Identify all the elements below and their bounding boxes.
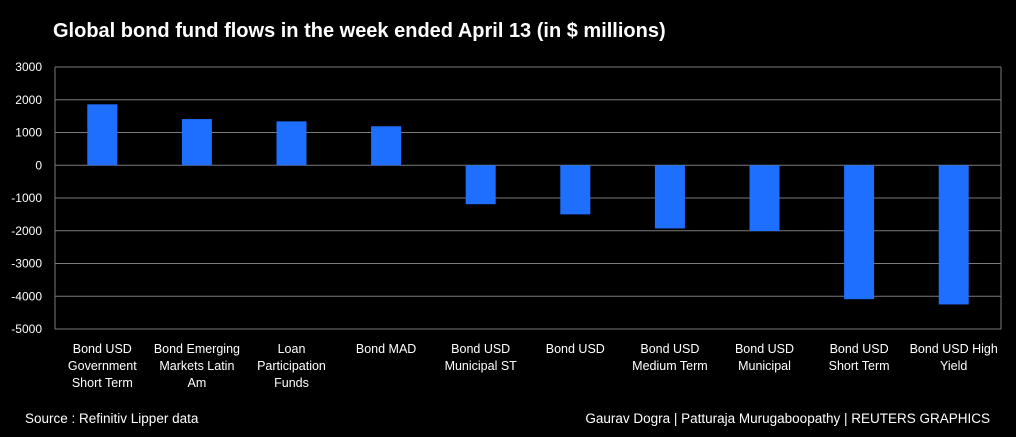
x-category-label: Bond MAD — [356, 342, 416, 356]
x-category-label-line: Short Term — [829, 359, 890, 373]
x-category-label-line: Participation — [257, 359, 326, 373]
bar — [749, 165, 780, 232]
x-category-label: Bond USD Government Short Term — [68, 342, 137, 390]
y-tick-label: 1000 — [15, 126, 42, 140]
bar — [87, 104, 118, 166]
bar — [465, 165, 496, 205]
x-category-label-line: Short Term — [72, 376, 133, 390]
x-category-label-line: Municipal ST — [445, 359, 518, 373]
bar — [560, 165, 591, 215]
y-tick-label: 2000 — [15, 93, 42, 107]
bar — [371, 126, 402, 166]
y-tick-label: -3000 — [11, 257, 42, 271]
x-category-label-line: Bond USD — [73, 342, 132, 356]
x-category-label-line: Yield — [940, 359, 967, 373]
x-category-label-line: Bond USD — [640, 342, 699, 356]
y-tick-label: -2000 — [11, 224, 42, 238]
x-category-label-line: Government — [68, 359, 137, 373]
credit-line: Gaurav Dogra | Patturaja Murugaboopathy … — [585, 411, 990, 426]
x-category-label-line: Municipal — [738, 359, 791, 373]
bars — [87, 104, 969, 305]
x-category-label: Bond USD High Yield — [910, 342, 998, 373]
x-category-label-line: Markets Latin — [159, 359, 234, 373]
x-axis-labels: Bond USD Government Short Term Bond Emergin… — [68, 342, 998, 390]
x-category-label: Bond USD Medium Term — [632, 342, 707, 373]
y-tick-label: -1000 — [11, 191, 42, 205]
bar — [938, 165, 969, 305]
bar — [844, 165, 875, 300]
x-category-label-line: Bond USD High — [910, 342, 998, 356]
bar — [181, 119, 212, 166]
chart-title: Global bond fund flows in the week ended… — [53, 20, 666, 42]
x-category-label: Bond USD — [546, 342, 605, 356]
source-note: Source : Refinitiv Lipper data — [25, 411, 199, 426]
x-category-label: Bond USD Municipal — [735, 342, 794, 373]
x-category-label: Bond USD Municipal ST — [445, 342, 518, 373]
x-category-label-line: Bond USD — [546, 342, 605, 356]
bar — [276, 121, 307, 166]
x-category-label-line: Bond Emerging — [154, 342, 240, 356]
x-category-label-line: Loan — [278, 342, 306, 356]
x-category-label-line: Medium Term — [632, 359, 707, 373]
x-category-label-line: Bond MAD — [356, 342, 416, 356]
x-category-label-line: Am — [188, 376, 207, 390]
gridlines — [54, 66, 1002, 330]
x-category-label: Bond Emerging Markets Latin Am — [154, 342, 240, 390]
y-tick-label: 0 — [35, 158, 42, 172]
x-category-label: Loan Participation Funds — [257, 342, 326, 390]
y-tick-label: -4000 — [11, 289, 42, 303]
bar — [654, 165, 685, 229]
x-category-label: Bond USD Short Term — [829, 342, 890, 373]
y-axis-ticks: 3000 2000 1000 0 -1000 -2000 -3000 -4000 -5000 — [11, 60, 42, 336]
y-tick-label: -5000 — [11, 322, 42, 336]
x-category-label-line: Bond USD — [830, 342, 889, 356]
x-category-label-line: Bond USD — [735, 342, 794, 356]
y-tick-label: 3000 — [15, 60, 42, 74]
x-category-label-line: Bond USD — [451, 342, 510, 356]
x-category-label-line: Funds — [274, 376, 309, 390]
